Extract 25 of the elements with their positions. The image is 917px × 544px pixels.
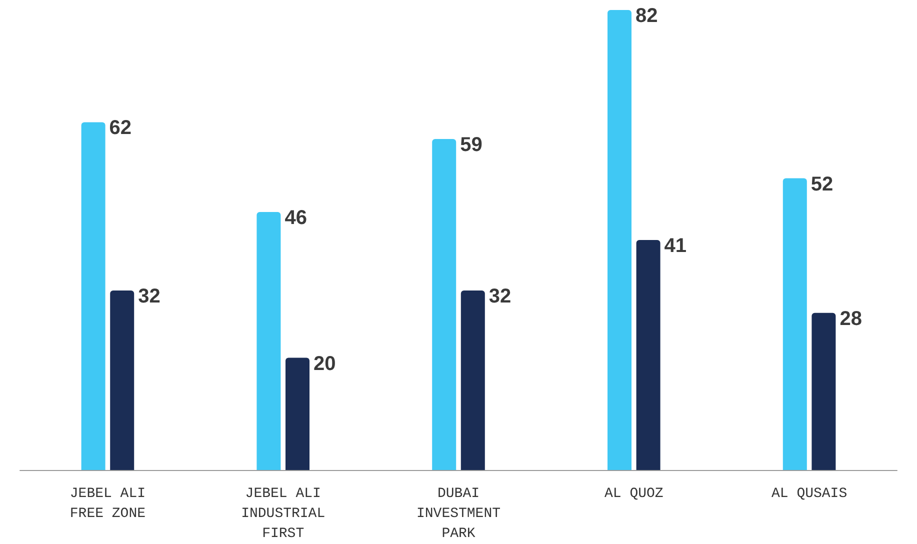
bar: [81, 122, 106, 470]
data-label: 28: [840, 308, 862, 330]
data-label: 32: [138, 285, 160, 308]
bar: [256, 212, 281, 470]
x-tick-label: AL QUSAIS: [771, 486, 848, 502]
bar: [432, 139, 456, 470]
data-label: 41: [664, 235, 687, 257]
data-label: 46: [284, 206, 307, 229]
x-tick-label: DUBAI INVESTMENT PARK: [416, 486, 501, 542]
bar: [286, 358, 310, 470]
data-label: 20: [314, 352, 336, 375]
data-label: 59: [460, 134, 482, 156]
data-label: 62: [109, 117, 132, 140]
data-label: 82: [636, 5, 658, 27]
data-label: 32: [488, 285, 512, 308]
bar: [608, 10, 632, 470]
x-tick-label: JEBEL ALI FREE ZONE: [70, 486, 146, 522]
bar: [110, 290, 134, 470]
bar: [782, 178, 807, 470]
bar: [460, 290, 485, 470]
bar: [636, 240, 660, 470]
bar: [812, 312, 836, 470]
x-tick-label: AL QUOZ: [604, 486, 664, 502]
x-tick-label: JEBEL ALI INDUSTRIAL FIRST: [241, 486, 326, 542]
data-label: 52: [810, 173, 834, 196]
